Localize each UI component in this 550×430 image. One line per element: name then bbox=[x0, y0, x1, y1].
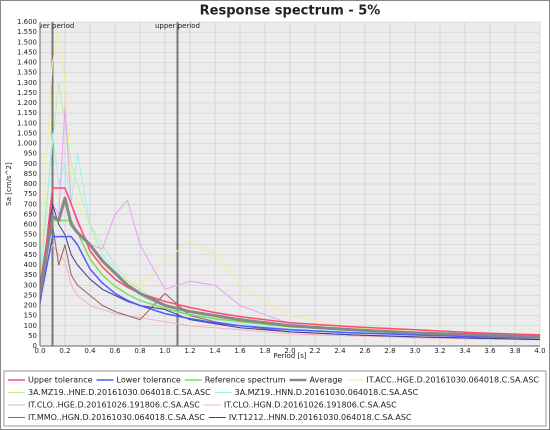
x-tick-label: 2.8 bbox=[384, 347, 395, 355]
legend-label: IT.CLO..HGE.D.20161026.191806.C.SA.ASC bbox=[28, 401, 200, 410]
y-tick-label: 1.400 bbox=[17, 59, 37, 67]
y-tick-label: 1.150 bbox=[17, 109, 37, 117]
y-tick-label: 1.500 bbox=[17, 38, 37, 46]
y-tick-label: 100 bbox=[24, 322, 37, 330]
x-tick-label: 4.0 bbox=[534, 347, 545, 355]
y-tick-label: 500 bbox=[24, 241, 37, 249]
x-axis-title: Period [s] bbox=[273, 352, 306, 360]
legend-label: IT.MMO..HGN.D.20161030.064018.C.SA.ASC bbox=[28, 413, 205, 422]
y-tick-label: 400 bbox=[24, 261, 37, 269]
y-tick-label: 900 bbox=[24, 160, 37, 168]
series-lines: lower period upper period bbox=[31, 22, 540, 346]
x-tick-label: 0.4 bbox=[84, 347, 96, 355]
series-line bbox=[40, 203, 540, 341]
y-tick-label: 550 bbox=[24, 231, 37, 239]
y-tick-label: 700 bbox=[24, 200, 37, 208]
y-tick-label: 1.300 bbox=[17, 79, 37, 87]
y-tick-label: 950 bbox=[24, 150, 37, 158]
y-tick-label: 50 bbox=[28, 332, 37, 340]
y-tick-label: 1.350 bbox=[17, 69, 37, 77]
y-tick-label: 1.050 bbox=[17, 129, 37, 137]
x-tick-label: 3.0 bbox=[409, 347, 420, 355]
x-tick-label: 0.0 bbox=[34, 347, 45, 355]
legend-label: IT.CLO..HGN.D.20161026.191806.C.SA.ASC bbox=[224, 401, 397, 410]
chart-title: Response spectrum - 5% bbox=[200, 4, 381, 19]
y-tick-label: 350 bbox=[24, 271, 37, 279]
x-tick-label: 2.6 bbox=[359, 347, 371, 355]
x-tick-label: 3.8 bbox=[509, 347, 520, 355]
y-tick-label: 1.600 bbox=[17, 18, 37, 26]
x-tick-label: 0.6 bbox=[109, 347, 121, 355]
y-tick-label: 250 bbox=[24, 291, 37, 299]
legend-label: Lower tolerance bbox=[117, 376, 181, 385]
y-axis-title: Sa [cm/s^2] bbox=[5, 162, 13, 206]
x-tick-label: 2.4 bbox=[334, 347, 346, 355]
y-tick-label: 300 bbox=[24, 281, 37, 289]
legend-label: 3A.MZ19..HNN.D.20161030.064018.C.SA.ASC bbox=[235, 388, 419, 397]
legend-label: Reference spectrum bbox=[205, 376, 286, 385]
series-line bbox=[40, 187, 540, 336]
y-tick-label: 1.250 bbox=[17, 89, 37, 97]
period-label: upper period bbox=[155, 22, 200, 30]
y-tick-label: 1.000 bbox=[17, 140, 37, 148]
grid bbox=[39, 21, 541, 347]
y-tick-label: 1.450 bbox=[17, 48, 37, 56]
series-line bbox=[40, 196, 540, 339]
x-tick-label: 2.0 bbox=[284, 347, 295, 355]
x-tick-label: 3.2 bbox=[434, 347, 445, 355]
y-tick-label: 650 bbox=[24, 210, 37, 218]
legend-label: IT.ACC..HGE.D.20161030.064018.C.SA.ASC bbox=[366, 376, 539, 385]
legend-label: IV.T1212..HNN.D.20161030.064018.C.SA.ASC bbox=[229, 413, 412, 422]
x-tick-label: 1.0 bbox=[159, 347, 170, 355]
legend: Upper tolerance Lower tolerance Reference … bbox=[8, 376, 539, 422]
legend-label: Upper tolerance bbox=[28, 376, 93, 385]
x-tick-label: 1.8 bbox=[259, 347, 270, 355]
period-label: lower period bbox=[31, 22, 75, 30]
y-tick-label: 1.550 bbox=[17, 28, 37, 36]
y-tick-label: 600 bbox=[24, 221, 37, 229]
legend-label: Average bbox=[309, 376, 342, 385]
x-tick-label: 1.6 bbox=[234, 347, 246, 355]
x-tick-label: 2.2 bbox=[309, 347, 320, 355]
series-line bbox=[40, 235, 540, 339]
x-tick-label: 0.2 bbox=[59, 347, 70, 355]
legend-box bbox=[3, 370, 547, 427]
y-tick-label: 0 bbox=[33, 342, 37, 350]
x-tick-label: 0.8 bbox=[134, 347, 145, 355]
y-tick-label: 850 bbox=[24, 170, 37, 178]
y-tick-label: 750 bbox=[24, 190, 37, 198]
y-tick-label: 200 bbox=[24, 302, 37, 310]
y-tick-label: 450 bbox=[24, 251, 37, 259]
y-tick-label: 1.100 bbox=[17, 119, 37, 127]
x-tick-label: 3.6 bbox=[484, 347, 496, 355]
x-tick-label: 1.4 bbox=[209, 347, 221, 355]
legend-label: 3A.MZ19..HNE.D.20161030.064018.C.SA.ASC bbox=[28, 388, 211, 397]
y-tick-label: 1.200 bbox=[17, 99, 37, 107]
y-tick-label: 800 bbox=[24, 180, 37, 188]
y-tick-label: 150 bbox=[24, 312, 37, 320]
x-tick-label: 1.2 bbox=[184, 347, 195, 355]
x-tick-label: 3.4 bbox=[459, 347, 471, 355]
